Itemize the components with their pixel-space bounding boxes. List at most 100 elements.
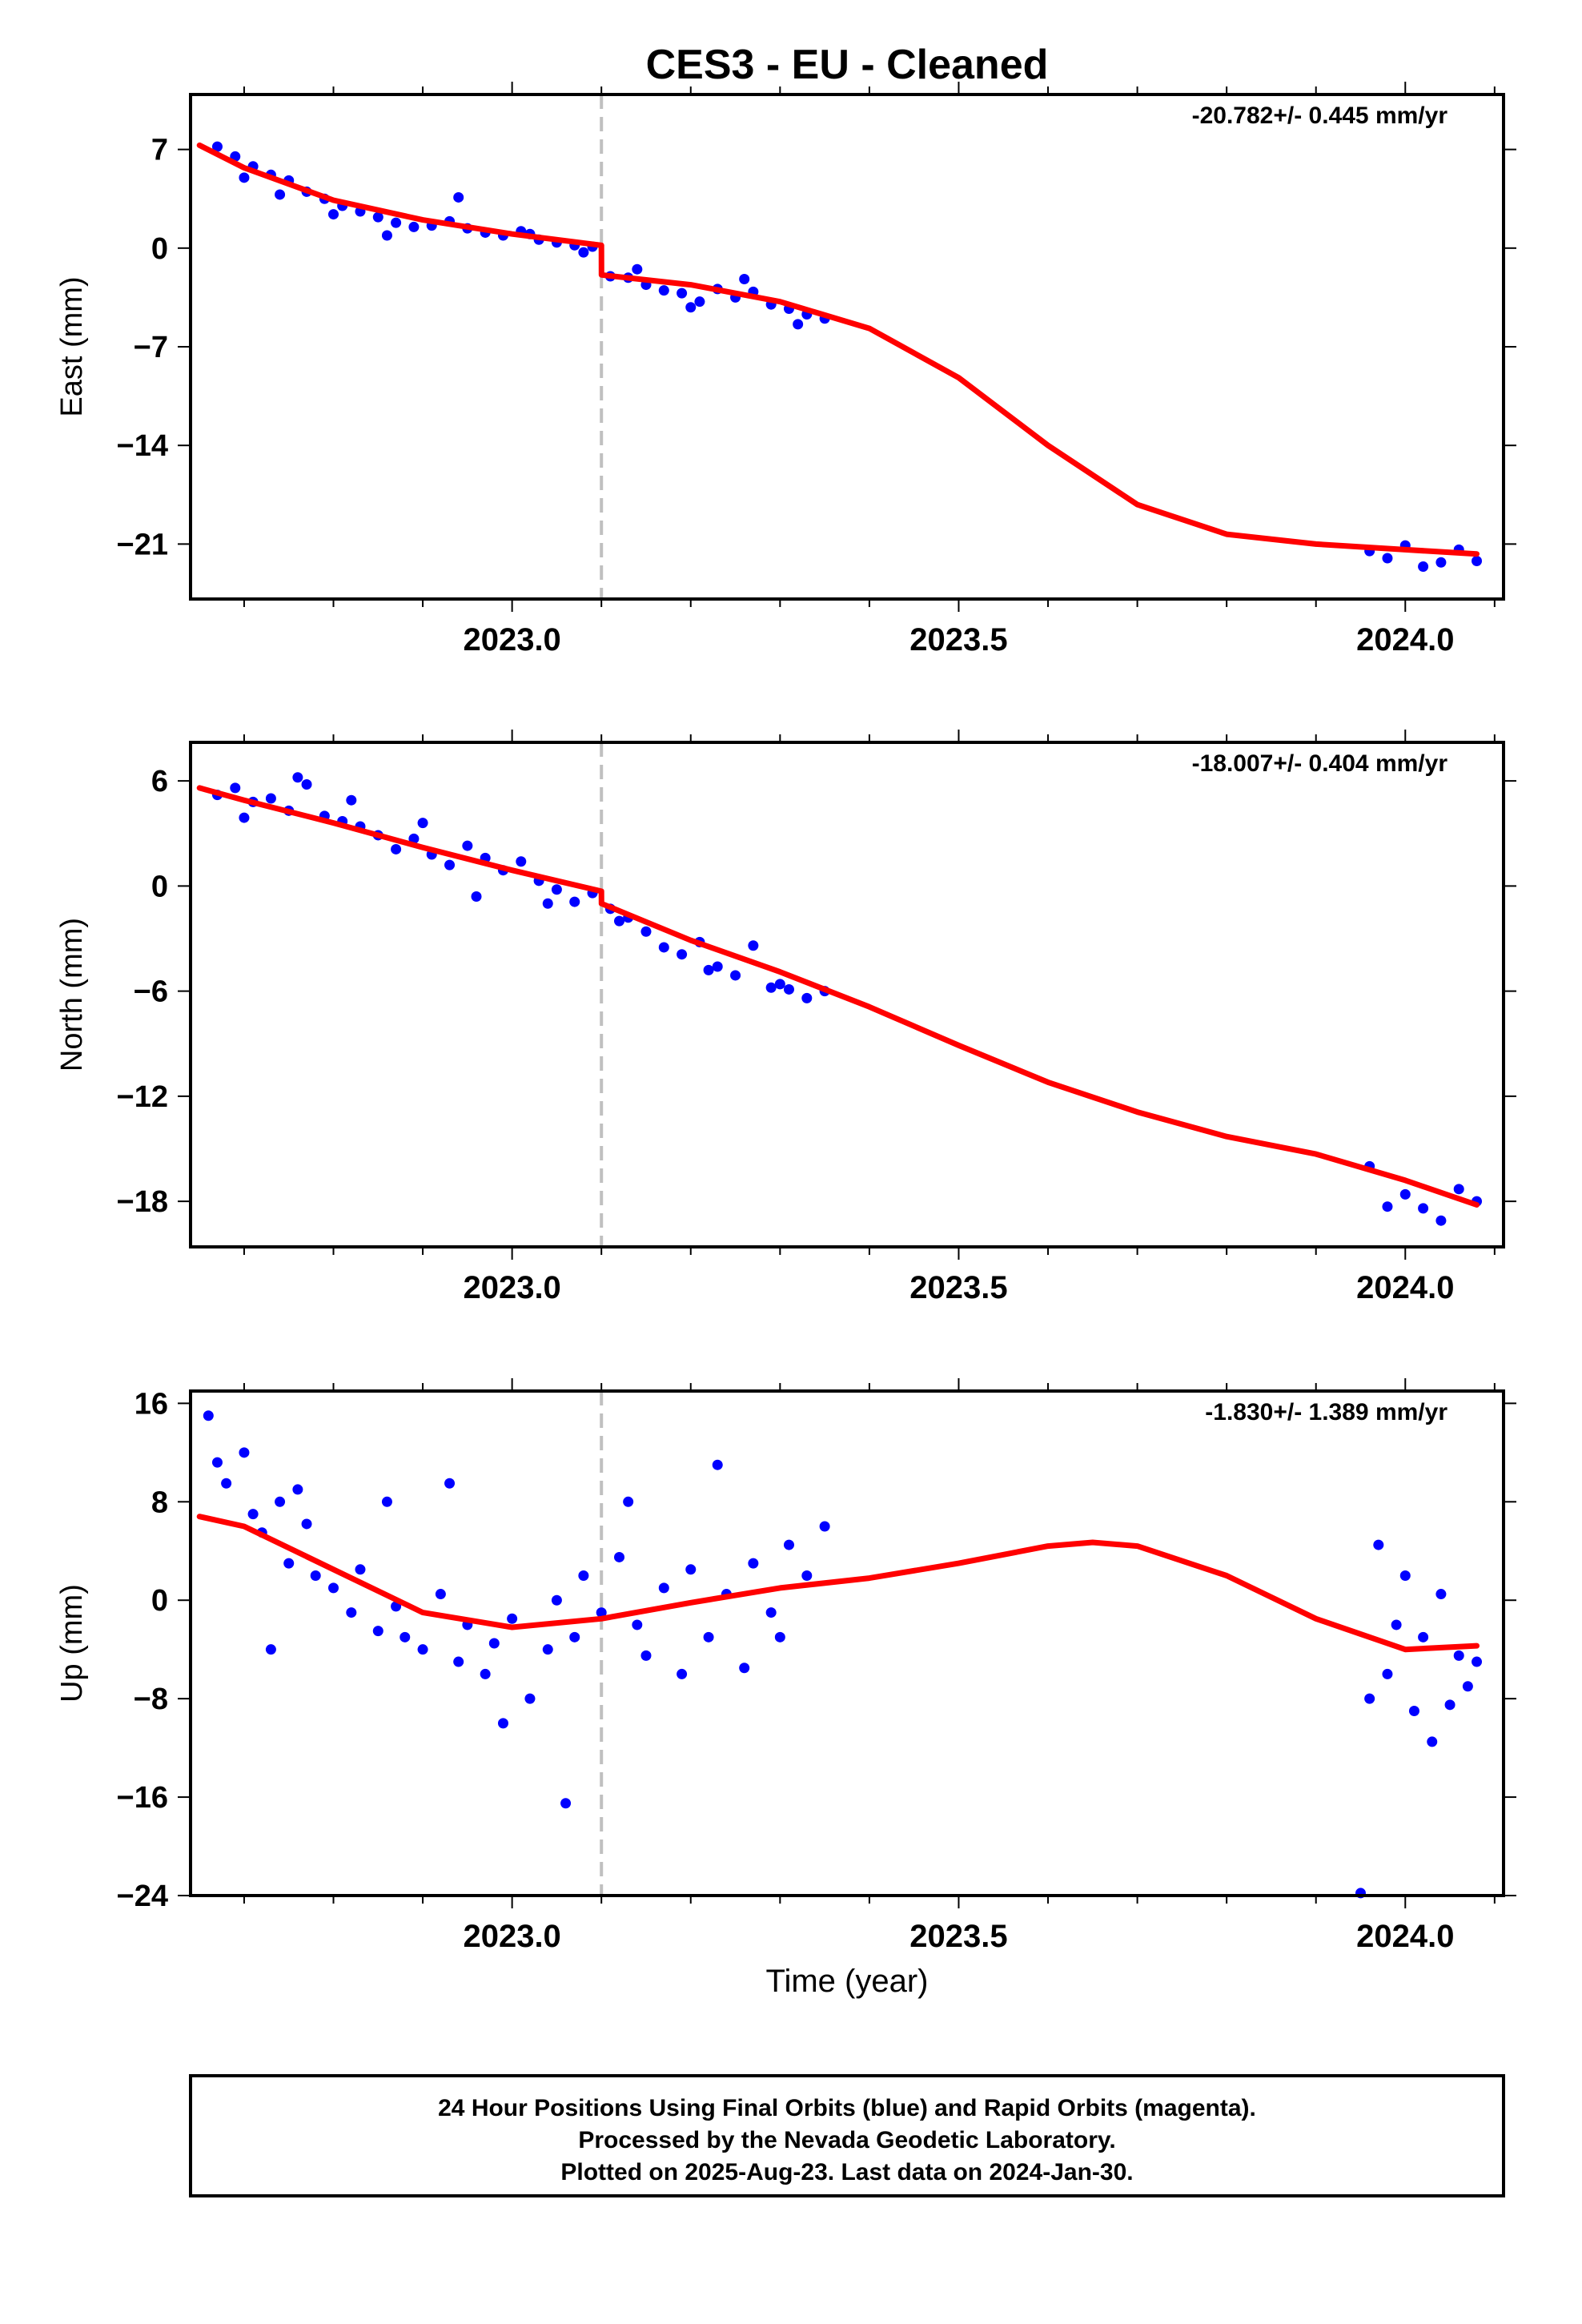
data-point — [703, 964, 714, 975]
data-point — [819, 1521, 830, 1532]
data-point — [677, 1668, 688, 1679]
data-point — [551, 884, 562, 895]
data-point — [381, 230, 392, 241]
model-curve — [196, 1514, 1480, 1653]
data-point — [801, 1570, 813, 1581]
data-point — [596, 1607, 607, 1618]
footer-line-2: Processed by the Nevada Geodetic Laborat… — [578, 2127, 1115, 2153]
data-point — [391, 843, 402, 854]
data-point — [453, 1656, 464, 1667]
data-point — [247, 1509, 259, 1520]
data-point — [239, 1447, 250, 1458]
data-point — [1418, 1203, 1429, 1214]
data-point — [1408, 1706, 1419, 1717]
data-point — [408, 221, 420, 232]
data-point — [265, 793, 276, 804]
data-point — [301, 1518, 312, 1530]
y-tick-label: 6 — [151, 765, 168, 798]
data-point — [1472, 1656, 1483, 1667]
x-tick-label: 2023.5 — [909, 1919, 1007, 1954]
x-tick-label: 2024.0 — [1356, 1270, 1454, 1305]
data-point — [640, 1650, 652, 1661]
data-point — [1382, 1201, 1393, 1212]
x-tick-label: 2024.0 — [1356, 622, 1454, 657]
data-point — [408, 833, 420, 844]
data-point — [765, 1607, 777, 1618]
data-point — [372, 1626, 383, 1637]
y-axis-label: North (mm) — [55, 918, 89, 1072]
data-point — [1435, 1215, 1447, 1226]
x-axis-label: Time (year) — [766, 1964, 929, 1999]
data-point — [712, 1459, 723, 1470]
data-point — [560, 1798, 572, 1809]
footer-box: 24 Hour Positions Using Final Orbits (bl… — [189, 2074, 1505, 2197]
data-point — [497, 1718, 508, 1729]
data-point — [1382, 553, 1393, 564]
data-point — [712, 961, 723, 972]
data-point — [1427, 1736, 1438, 1747]
data-point — [1453, 1650, 1464, 1661]
data-point — [1418, 561, 1429, 573]
data-point — [783, 983, 794, 995]
data-point — [372, 211, 383, 223]
y-tick-label: 16 — [135, 1387, 168, 1421]
data-point — [310, 1570, 321, 1581]
data-point — [578, 247, 589, 258]
data-point — [435, 1589, 446, 1600]
footer-line-3: Plotted on 2025-Aug-23. Last data on 202… — [560, 2159, 1133, 2185]
data-point — [1373, 1539, 1384, 1550]
plot-frame — [189, 741, 1505, 1248]
y-tick-label: −6 — [134, 975, 168, 1009]
data-point — [275, 1496, 286, 1507]
y-tick-label: −12 — [117, 1080, 168, 1114]
data-point — [211, 1457, 223, 1468]
data-point — [774, 979, 785, 990]
footer-line-1: 24 Hour Positions Using Final Orbits (bl… — [438, 2095, 1256, 2121]
data-point — [292, 772, 303, 783]
data-point — [1472, 555, 1483, 566]
x-tick-label: 2024.0 — [1356, 1919, 1454, 1954]
data-point — [328, 1582, 339, 1594]
data-point — [230, 782, 241, 794]
data-point — [748, 940, 759, 951]
panel-2: 2023.0 2023.5 2024.0 6 0 −6 −12 −18 North (mm) -1… — [55, 730, 1516, 1305]
data-point — [524, 1693, 536, 1704]
data-point — [569, 896, 580, 907]
data-point — [346, 794, 357, 806]
data-point — [783, 1539, 794, 1550]
model-curve — [196, 142, 1480, 557]
data-point — [614, 1551, 625, 1562]
data-point — [551, 1594, 562, 1606]
data-point — [283, 1558, 295, 1569]
panel-3: 2023.0 2023.5 2024.0 16 8 0 −8 −16 −24 Up (mm) -1.… — [55, 1378, 1516, 1954]
y-tick-label: −16 — [117, 1781, 168, 1815]
data-point — [739, 274, 750, 285]
data-point — [1391, 1619, 1402, 1630]
data-point — [328, 209, 339, 220]
data-point — [793, 319, 804, 330]
data-point — [632, 263, 643, 275]
x-tick-label: 2023.5 — [909, 1270, 1007, 1305]
x-tick-label: 2023.0 — [463, 622, 560, 657]
data-point — [1462, 1681, 1473, 1692]
data-point — [453, 191, 464, 203]
data-point — [1435, 1589, 1447, 1600]
data-point — [542, 898, 553, 909]
y-tick-label: −18 — [117, 1185, 168, 1219]
data-point — [444, 1478, 456, 1489]
data-point — [694, 296, 705, 308]
data-point — [355, 1564, 366, 1575]
footer-frame — [189, 2074, 1505, 2197]
data-point — [677, 949, 688, 960]
data-point — [417, 818, 428, 829]
data-point — [471, 891, 482, 902]
data-point — [640, 926, 652, 937]
y-tick-label: −7 — [134, 331, 168, 364]
data-point — [569, 1631, 580, 1642]
data-point — [1444, 1699, 1456, 1711]
panels: 2023.0 2023.5 2024.0 7 0 −7 −14 −21 East (mm) -20… — [55, 82, 1516, 1954]
data-point — [578, 1570, 589, 1581]
data-point — [444, 859, 456, 870]
rate-label: -18.007+/- 0.404 mm/yr — [1192, 750, 1448, 777]
